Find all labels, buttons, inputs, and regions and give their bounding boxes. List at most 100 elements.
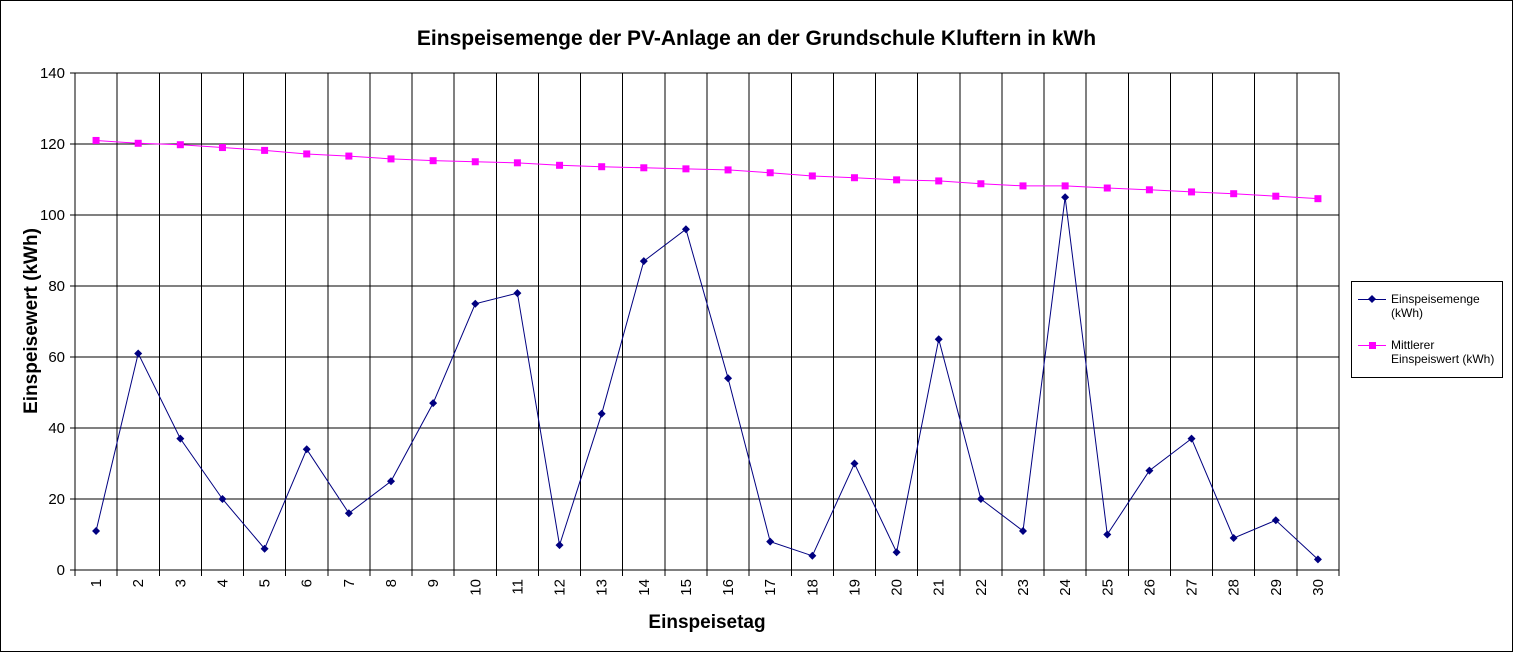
x-axis-label: Einspeisetag <box>648 612 766 633</box>
x-tick-label: 25 <box>1099 579 1116 596</box>
data-point-einspeisemenge <box>639 257 648 266</box>
y-tick-label: 40 <box>48 420 65 437</box>
data-point-einspeisemenge <box>850 459 859 468</box>
x-tick-label: 29 <box>1268 579 1285 596</box>
x-tick-label: 28 <box>1226 579 1243 596</box>
y-tick-label: 0 <box>57 562 65 579</box>
data-point-einspeisemenge <box>1019 526 1027 535</box>
x-tick-label: 5 <box>257 579 274 587</box>
data-point-mittlerer <box>893 176 901 184</box>
data-point-einspeisemenge <box>260 544 269 553</box>
series-line-einspeisemenge <box>95 197 1319 560</box>
x-tick-label: 26 <box>1141 579 1158 596</box>
data-point-einspeisemenge <box>513 289 522 298</box>
y-tick-label: 100 <box>40 207 65 224</box>
data-point-einspeisemenge <box>134 349 143 358</box>
data-point-mittlerer <box>598 163 606 171</box>
legend-label-line1: Mittlerer <box>1391 338 1435 352</box>
data-point-einspeisemenge <box>976 495 985 503</box>
data-point-mittlerer <box>1230 190 1238 198</box>
x-tick-label: 3 <box>172 579 189 587</box>
data-point-einspeisemenge <box>1229 534 1238 543</box>
data-point-einspeisemenge <box>766 537 775 546</box>
data-point-einspeisemenge <box>934 335 943 344</box>
data-point-mittlerer <box>92 136 100 144</box>
x-tick-label: 21 <box>931 579 948 596</box>
data-point-mittlerer <box>1145 186 1153 194</box>
data-point-mittlerer <box>1314 195 1322 203</box>
data-point-einspeisemenge <box>387 477 395 486</box>
data-point-einspeisemenge <box>429 399 438 408</box>
data-point-einspeisemenge <box>808 551 817 560</box>
y-tick-label: 20 <box>48 491 65 508</box>
data-point-mittlerer <box>1188 188 1196 196</box>
x-tick-label: 19 <box>846 579 863 596</box>
data-point-mittlerer <box>724 166 732 174</box>
data-point-einspeisemenge <box>1145 466 1154 475</box>
x-tick-label: 23 <box>1015 579 1032 596</box>
data-point-mittlerer <box>429 157 437 165</box>
y-tick-label: 80 <box>48 278 65 295</box>
legend-label-line1: Einspeisemenge <box>1391 292 1480 306</box>
x-tick-label: 1 <box>88 579 105 587</box>
data-point-mittlerer <box>513 159 521 167</box>
legend-label-line2: (kWh) <box>1391 306 1423 320</box>
data-point-mittlerer <box>303 150 311 158</box>
data-point-mittlerer <box>766 169 774 177</box>
legend-marker-diamond <box>1368 295 1376 303</box>
x-tick-label: 2 <box>130 579 147 587</box>
data-point-mittlerer <box>1019 182 1027 190</box>
data-point-mittlerer <box>387 155 395 163</box>
data-point-einspeisemenge <box>724 374 733 383</box>
x-tick-label: 20 <box>889 579 906 596</box>
x-tick-label: 30 <box>1310 579 1327 596</box>
x-tick-label: 15 <box>678 579 695 596</box>
data-point-einspeisemenge <box>1271 516 1280 525</box>
data-point-einspeisemenge <box>1313 555 1322 564</box>
data-point-einspeisemenge <box>344 509 353 518</box>
series-line-mittlerer <box>96 139 1318 200</box>
data-point-mittlerer <box>176 141 184 149</box>
data-point-mittlerer <box>218 144 226 152</box>
data-point-einspeisemenge <box>681 225 690 234</box>
data-point-mittlerer <box>1103 184 1111 192</box>
x-tick-label: 11 <box>509 579 526 595</box>
data-point-mittlerer <box>682 165 690 173</box>
data-point-mittlerer <box>261 146 269 154</box>
x-tick-label: 4 <box>214 579 231 587</box>
x-tick-label: 6 <box>299 579 316 587</box>
x-tick-label: 10 <box>467 579 484 596</box>
data-point-mittlerer <box>977 180 985 188</box>
data-point-einspeisemenge <box>471 299 480 308</box>
x-tick-label: 8 <box>383 579 400 587</box>
data-point-einspeisemenge <box>1103 530 1112 539</box>
data-point-einspeisemenge <box>1061 193 1070 202</box>
x-tick-label: 17 <box>762 579 779 596</box>
data-point-mittlerer <box>345 152 353 160</box>
data-point-mittlerer <box>935 177 943 185</box>
data-point-mittlerer <box>808 172 816 180</box>
legend: Einspeisemenge (kWh) Mittlerer Einspeisw… <box>1351 281 1503 378</box>
x-tick-label: 13 <box>594 579 611 596</box>
data-point-einspeisemenge <box>176 434 185 443</box>
x-tick-label: 22 <box>973 579 990 596</box>
chart-title: Einspeisemenge der PV-Anlage an der Grun… <box>416 27 1097 50</box>
data-point-mittlerer <box>556 161 564 169</box>
plot-border <box>74 72 1340 571</box>
data-point-einspeisemenge <box>218 495 227 503</box>
x-tick-label: 12 <box>552 579 569 596</box>
data-point-mittlerer <box>134 139 142 147</box>
data-point-einspeisemenge <box>597 409 606 418</box>
x-tick-label: 14 <box>636 579 653 596</box>
data-point-mittlerer <box>1272 192 1280 200</box>
x-tick-label: 16 <box>720 579 737 596</box>
data-point-mittlerer <box>1061 182 1069 190</box>
legend-marker-square <box>1369 342 1376 349</box>
data-point-mittlerer <box>850 174 858 182</box>
data-point-mittlerer <box>640 164 648 172</box>
data-point-einspeisemenge <box>555 541 564 550</box>
x-tick-label: 24 <box>1057 579 1074 596</box>
y-tick-label: 120 <box>40 136 65 153</box>
data-point-einspeisemenge <box>892 548 901 557</box>
